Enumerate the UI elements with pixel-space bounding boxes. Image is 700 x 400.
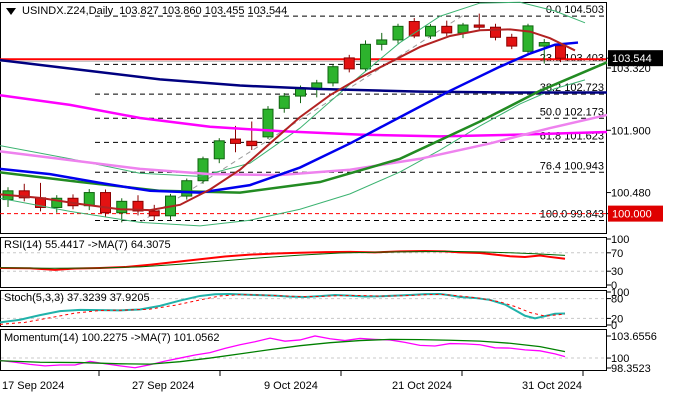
trend-line <box>139 13 466 223</box>
candle-body <box>506 36 518 47</box>
momentum-panel-header: Momentum(14) 100.2275 ->MA(7) 101.0562 <box>4 332 220 344</box>
rsi-ma <box>0 250 566 269</box>
candle-body <box>360 43 371 70</box>
candle-body <box>457 24 469 34</box>
ma-blue <box>0 41 579 194</box>
badge-price-label: 100.000 <box>612 209 652 221</box>
ma-magenta <box>0 93 608 138</box>
rsi-axis-label: 0 <box>611 280 617 292</box>
band-lower <box>0 79 586 227</box>
panel-frame-3 <box>0 329 607 371</box>
chart-title: USINDX.Z24,Daily 103.827 103.860 103.455… <box>6 5 287 17</box>
symbol-dropdown-icon[interactable] <box>6 7 16 15</box>
momentum-axis-label: 103.6556 <box>611 331 657 343</box>
stoch-axis-label: 20 <box>611 313 623 325</box>
stoch-panel-header: Stoch(5,3,3) 37.3239 37.9205 <box>4 292 150 304</box>
stoch-axis-label: 100 <box>611 287 629 299</box>
stoch-main <box>0 292 566 324</box>
date-label: 21 Oct 2024 <box>392 380 452 392</box>
candle-body <box>262 108 274 138</box>
candle-body <box>327 66 339 84</box>
candle-body <box>522 25 534 52</box>
badge-price-label: 103.544 <box>612 53 652 65</box>
candle-body <box>197 158 209 182</box>
candle-body <box>213 140 225 160</box>
candle-body <box>278 95 290 109</box>
rsi-panel-header: RSI(14) 55.4417 ->MA(7) 64.3075 <box>4 239 171 251</box>
candle-body <box>132 200 144 212</box>
momentum-ma <box>0 338 566 365</box>
level-price-badge <box>608 205 663 222</box>
candle-body <box>100 192 111 214</box>
candle-body <box>18 190 30 199</box>
candle-body <box>181 180 193 197</box>
price-axis-label: 101.900 <box>611 125 651 137</box>
candle-body <box>538 42 550 47</box>
fib-level-label: 0.0 104.503 <box>546 4 604 16</box>
candle-body <box>148 210 160 217</box>
candle-body <box>295 88 306 97</box>
candle-body <box>441 25 453 34</box>
fib-level-label: 76.4 100.943 <box>540 160 604 172</box>
panel-frame-2 <box>0 290 607 327</box>
date-label: 31 Oct 2024 <box>522 380 582 392</box>
candle-body <box>51 197 63 208</box>
rsi-axis-label: 30 <box>611 266 623 278</box>
rsi-axis-label: 70 <box>611 248 623 260</box>
candle-body <box>116 200 128 214</box>
date-label: 17 Sep 2024 <box>2 380 64 392</box>
candle-body <box>555 45 566 59</box>
rsi-main <box>0 249 566 271</box>
stoch-axis-label: 0 <box>611 320 617 332</box>
candle-body <box>246 140 258 147</box>
fib-level-label: 50.0 102.173 <box>540 106 604 118</box>
candle-body <box>408 21 420 37</box>
price-axis-label: 103.320 <box>611 63 651 75</box>
panel-frame-1 <box>0 237 607 288</box>
ma-long-navy <box>0 58 607 94</box>
date-label: 27 Sep 2024 <box>132 380 194 392</box>
ohlc-readout: 103.827 103.860 103.455 103.544 <box>119 5 288 17</box>
candle-body <box>230 138 241 144</box>
price-axis-label: 100.480 <box>611 188 651 200</box>
candle-body <box>425 25 436 37</box>
candle-body <box>392 25 404 41</box>
momentum-main <box>0 335 566 369</box>
candle-body <box>490 26 501 38</box>
stoch-axis-label: 80 <box>611 294 623 306</box>
momentum-axis-label: 98.3523 <box>611 363 651 375</box>
candle-body <box>473 24 485 28</box>
ma-fast-maroon <box>0 28 576 212</box>
candle-body <box>343 57 355 70</box>
fib-level-label: 100.0 99.843 <box>540 209 604 221</box>
candle-body <box>376 39 388 45</box>
current-price-badge <box>608 50 663 67</box>
panel-frame-0 <box>0 2 607 234</box>
symbol-period-label: USINDX.Z24,Daily <box>22 5 114 17</box>
ma-violet <box>0 113 608 177</box>
rsi-axis-label: 100 <box>611 234 629 246</box>
date-label: 9 Oct 2024 <box>264 380 318 392</box>
momentum-axis-label: 100 <box>611 353 629 365</box>
